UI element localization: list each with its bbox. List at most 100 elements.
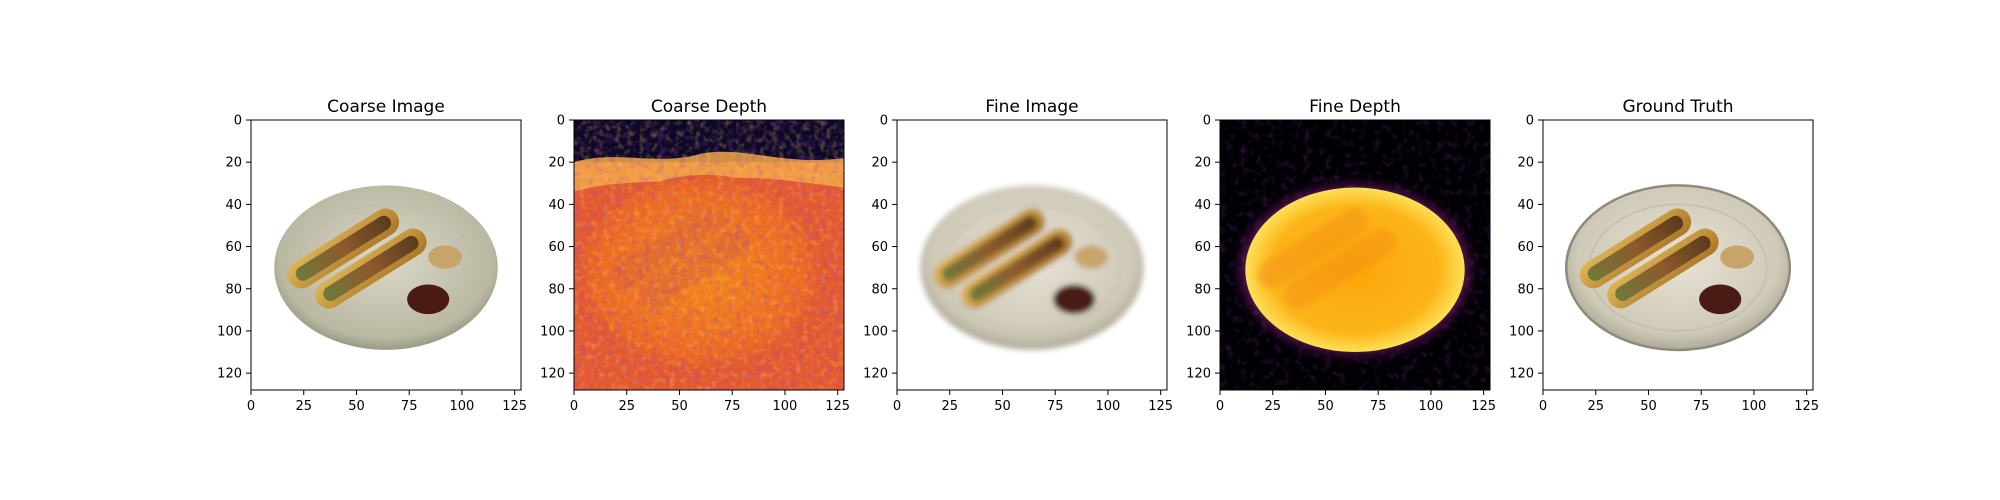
panel-title: Ground Truth xyxy=(1622,97,1733,117)
y-tick-label: 0 xyxy=(234,114,242,129)
x-tick-label: 50 xyxy=(994,399,1011,414)
panel-image xyxy=(1543,120,1813,390)
x-tick-label: 100 xyxy=(1419,399,1444,414)
x-tick-label: 100 xyxy=(773,399,798,414)
axes-frame xyxy=(1542,119,1814,391)
sauce-dip xyxy=(407,284,450,315)
depth-noise-dark xyxy=(574,120,844,390)
photo-content xyxy=(1564,184,1792,352)
depth-bun-left xyxy=(1256,208,1369,289)
y-tick-label: 120 xyxy=(863,367,888,382)
x-tick-label: 100 xyxy=(1742,399,1767,414)
noisy-edge xyxy=(269,181,503,355)
x-tick-label: 50 xyxy=(1317,399,1334,414)
x-tick-label: 50 xyxy=(1640,399,1657,414)
y-tick-label: 120 xyxy=(540,367,565,382)
x-tick-label: 0 xyxy=(1216,399,1224,414)
x-tick-label: 100 xyxy=(1096,399,1121,414)
panel-fine-depth: Fine Depth 0 25 50 75 100 125 0 20 40 60 80 100 120 xyxy=(1186,97,1496,414)
hot-dogs xyxy=(933,208,1073,309)
photo-content xyxy=(269,181,503,355)
mustard-dip xyxy=(1720,245,1754,269)
y-tick-label: 80 xyxy=(1194,282,1211,297)
y-tick-label: 0 xyxy=(557,114,565,129)
y-tick-label: 80 xyxy=(548,282,565,297)
sausage-right xyxy=(1615,235,1711,302)
y-tick-label: 80 xyxy=(225,282,242,297)
y-tick-label: 100 xyxy=(217,324,242,339)
y-tick-label: 20 xyxy=(548,156,565,171)
x-tick-label: 50 xyxy=(671,399,688,414)
x-tick-label: 125 xyxy=(1148,399,1173,414)
x-tick-label: 125 xyxy=(1794,399,1819,414)
depth-bun-right xyxy=(1284,228,1396,309)
sausage-left xyxy=(295,215,392,281)
y-tick-label: 120 xyxy=(217,367,242,382)
x-tick-label: 50 xyxy=(348,399,365,414)
x-tick-label: 25 xyxy=(295,399,312,414)
panel-image xyxy=(897,120,1167,390)
panel-title: Coarse Image xyxy=(327,97,445,117)
x-tick-label: 125 xyxy=(1471,399,1496,414)
x-tick-label: 25 xyxy=(618,399,635,414)
axes-frame xyxy=(573,119,845,391)
y-tick-label: 100 xyxy=(1509,324,1534,339)
sauce-dip xyxy=(1053,284,1096,315)
y-tick-label: 0 xyxy=(880,114,888,129)
y-tick-label: 20 xyxy=(1517,156,1534,171)
y-tick-label: 120 xyxy=(1509,367,1534,382)
x-tick-label: 75 xyxy=(724,399,741,414)
panel-image xyxy=(1220,120,1490,390)
x-tick-label: 0 xyxy=(893,399,901,414)
photo-content xyxy=(920,185,1144,350)
panel-coarse-image: Coarse Image 0 25 50 75 100 125 0 20 40 60 80 100 120 xyxy=(217,97,527,414)
y-tick-label: 100 xyxy=(540,324,565,339)
x-tick-label: 25 xyxy=(941,399,958,414)
x-tick-label: 75 xyxy=(401,399,418,414)
x-tick-label: 75 xyxy=(1370,399,1387,414)
panel-fine-image: Fine Image 0 25 50 75 100 125 0 20 40 60 80 100 120 xyxy=(863,97,1173,414)
y-tick-label: 60 xyxy=(225,240,242,255)
y-tick-label: 40 xyxy=(548,198,565,213)
panel-coarse-depth: Coarse Depth 0 25 50 75 100 125 0 20 40 60 80 100 120 xyxy=(540,97,850,414)
panel-ground-truth: Ground Truth 0 25 50 75 100 125 0 20 40 60 80 100 120 xyxy=(1509,97,1819,414)
hot-dogs xyxy=(287,208,427,309)
y-tick-label: 40 xyxy=(1517,198,1534,213)
sausage-right xyxy=(969,235,1065,302)
axes-frame xyxy=(250,119,522,391)
y-tick-label: 0 xyxy=(1203,114,1211,129)
x-tick-label: 0 xyxy=(247,399,255,414)
hot-dogs xyxy=(1579,208,1719,309)
y-tick-label: 60 xyxy=(1194,240,1211,255)
panel-image xyxy=(574,120,844,390)
y-tick-label: 20 xyxy=(871,156,888,171)
y-tick-label: 60 xyxy=(871,240,888,255)
x-tick-label: 0 xyxy=(570,399,578,414)
y-tick-label: 20 xyxy=(1194,156,1211,171)
y-tick-label: 80 xyxy=(1517,282,1534,297)
axes-frame xyxy=(896,119,1168,391)
y-tick-label: 40 xyxy=(225,198,242,213)
panel-title: Fine Depth xyxy=(1309,97,1401,117)
x-tick-label: 25 xyxy=(1264,399,1281,414)
x-tick-label: 125 xyxy=(825,399,850,414)
y-tick-label: 0 xyxy=(1526,114,1534,129)
axes-frame xyxy=(1219,119,1491,391)
y-tick-label: 60 xyxy=(1517,240,1534,255)
sausage-right xyxy=(323,235,419,302)
y-tick-label: 40 xyxy=(1194,198,1211,213)
mustard-dip xyxy=(428,245,462,269)
panel-title: Coarse Depth xyxy=(651,97,767,117)
mustard-dip xyxy=(1074,245,1108,269)
x-tick-label: 0 xyxy=(1539,399,1547,414)
x-tick-label: 75 xyxy=(1693,399,1710,414)
y-tick-label: 100 xyxy=(863,324,888,339)
panel-title: Fine Image xyxy=(985,97,1078,117)
panel-image xyxy=(251,120,521,390)
x-tick-label: 100 xyxy=(450,399,475,414)
y-tick-label: 80 xyxy=(871,282,888,297)
y-tick-label: 120 xyxy=(1186,367,1211,382)
x-tick-label: 25 xyxy=(1587,399,1604,414)
panels: Coarse Image 0 25 50 75 100 125 0 20 40 60 80 100 120… xyxy=(217,97,1819,414)
